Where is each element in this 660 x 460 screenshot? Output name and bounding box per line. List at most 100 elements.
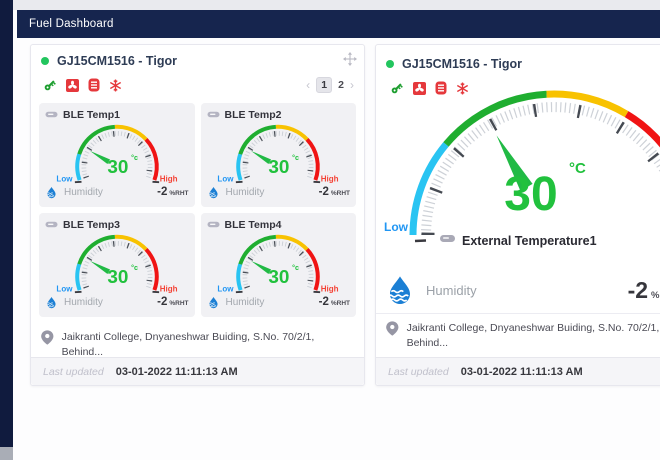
page-titlebar: Fuel Dashboard — [17, 10, 660, 38]
gauge-value: 30 — [269, 267, 290, 288]
vehicle-status-icons — [390, 80, 469, 96]
humidity-unit: %RHT — [330, 300, 350, 308]
gauge-unit: °c — [131, 154, 138, 162]
humidity-value: -2 — [157, 296, 168, 309]
gauge-low-label: Low — [56, 285, 73, 294]
vehicle-title: GJ15CM1516 - Tigor — [402, 57, 522, 71]
gauge-high-label: High — [321, 285, 339, 294]
sidebar-strip-end — [0, 447, 13, 460]
gauge-unit: °c — [292, 154, 299, 162]
location-text: Jaikranti College, Dnyaneshwar Buiding, … — [61, 331, 315, 358]
humidity-label: Humidity — [225, 186, 265, 198]
gauge-high-label: High — [159, 175, 177, 184]
last-updated-label: Last updated — [43, 365, 104, 378]
sensor-icon — [45, 111, 58, 118]
gauge-low-label: Low — [56, 175, 73, 184]
key-icon — [44, 80, 56, 91]
sensor-tile-grid: BLE Temp1 30 °c Low High — [39, 103, 356, 317]
key-icon — [391, 83, 403, 94]
humidity-icon — [208, 296, 218, 309]
humidity-row: Humidity -2 %RHT — [384, 271, 660, 309]
external-temperature-gauge: 30 °C External Temperature1 Low — [384, 90, 660, 248]
gauge-value: 30 — [269, 157, 290, 178]
humidity-unit: %RHT — [169, 190, 189, 198]
humidity-label: Humidity — [225, 296, 265, 308]
fan-icon — [413, 81, 426, 95]
humidity-icon — [387, 276, 410, 304]
temperature-gauge: 30 °c Low High — [218, 234, 339, 294]
gauge-title: External Temperature1 — [462, 234, 597, 248]
last-updated-value: 03-01-2022 11:11:13 AM — [115, 365, 238, 378]
location-row: Jaikranti College, Dnyaneshwar Buiding, … — [376, 313, 660, 350]
page-title: Fuel Dashboard — [29, 18, 114, 30]
sensor-icon — [45, 221, 58, 228]
snowflake-icon — [109, 79, 122, 91]
temperature-gauge: 30 °c Low High — [56, 124, 177, 184]
humidity-unit: %RHT — [651, 289, 660, 301]
fan-icon — [66, 78, 79, 92]
humidity-unit: %RHT — [330, 190, 350, 198]
tile-title: BLE Temp4 — [224, 218, 282, 231]
humidity-value: -2 — [627, 276, 649, 303]
gauge-value: 30 — [107, 267, 128, 288]
move-icon[interactable] — [343, 52, 357, 66]
top-strip — [13, 0, 660, 10]
card-footer: Last updated 03-01-2022 11:11:13 AM — [376, 357, 660, 385]
status-dot — [41, 57, 49, 65]
snowflake-icon — [456, 82, 469, 94]
humidity-value: -2 — [318, 186, 329, 199]
humidity-icon — [47, 296, 56, 309]
humidity-value: -2 — [318, 296, 329, 309]
location-pin-icon — [41, 330, 54, 345]
gauge-unit: °C — [569, 160, 586, 177]
sidebar-strip — [0, 0, 13, 447]
temperature-gauge: 30 °c Low High — [218, 124, 339, 184]
gauge-high-label: High — [321, 175, 339, 184]
humidity-label: Humidity — [426, 282, 477, 298]
tile-title: BLE Temp1 — [63, 108, 120, 121]
gauge-low-label: Low — [384, 220, 409, 234]
gauge-value: 30 — [504, 168, 557, 221]
vehicle-card-2: GJ15CM1516 - Tigor — [375, 44, 660, 386]
tile-title: BLE Temp2 — [224, 108, 282, 121]
vehicle-card-1: GJ15CM1516 - Tigor — [30, 44, 365, 386]
vehicle-status-icons — [43, 77, 122, 93]
humidity-label: Humidity — [64, 186, 103, 198]
humidity-unit: %RHT — [169, 300, 189, 308]
card-footer: Last updated 03-01-2022 11:11:13 AM — [31, 357, 364, 385]
chevron-right-icon[interactable]: › — [350, 78, 354, 92]
gauge-low-label: Low — [218, 285, 235, 294]
page-button-2[interactable]: 2 — [338, 79, 344, 91]
ble-temp-tile-4: BLE Temp4 30 °c Low High — [200, 213, 356, 317]
heater-icon — [435, 81, 447, 95]
humidity-value: -2 — [157, 186, 168, 199]
temperature-gauge: 30 °c Low High — [56, 234, 177, 294]
location-row: Jaikranti College, Dnyaneshwar Buiding, … — [31, 323, 364, 359]
last-updated-value: 03-01-2022 11:11:13 AM — [460, 365, 583, 378]
card-header: GJ15CM1516 - Tigor — [41, 54, 177, 68]
ble-temp-tile-3: BLE Temp3 30 °c Low High — [39, 213, 195, 317]
location-text: Jaikranti College, Dnyaneshwar Buiding, … — [406, 322, 660, 349]
chevron-left-icon[interactable]: ‹ — [306, 78, 311, 92]
status-dot — [386, 60, 394, 68]
page-button-1[interactable]: 1 — [316, 77, 333, 93]
card-header: GJ15CM1516 - Tigor — [386, 57, 522, 71]
gauge-high-label: High — [159, 285, 177, 294]
gauge-unit: °c — [131, 264, 138, 272]
humidity-label: Humidity — [64, 296, 103, 308]
card-pagination: ‹ 1 2 › — [306, 77, 354, 93]
gauge-value: 30 — [107, 157, 128, 178]
sensor-icon — [207, 221, 219, 228]
last-updated-label: Last updated — [388, 365, 449, 378]
ble-temp-tile-2: BLE Temp2 30 °c Low High — [200, 103, 356, 207]
ble-temp-tile-1: BLE Temp1 30 °c Low High — [39, 103, 195, 207]
gauge-unit: °c — [292, 264, 299, 272]
location-pin-icon — [386, 321, 399, 336]
vehicle-title: GJ15CM1516 - Tigor — [57, 54, 177, 68]
humidity-icon — [47, 186, 56, 199]
sensor-icon — [207, 111, 219, 118]
humidity-icon — [208, 186, 218, 199]
heater-icon — [88, 78, 100, 92]
gauge-low-label: Low — [218, 175, 235, 184]
tile-title: BLE Temp3 — [63, 218, 120, 231]
